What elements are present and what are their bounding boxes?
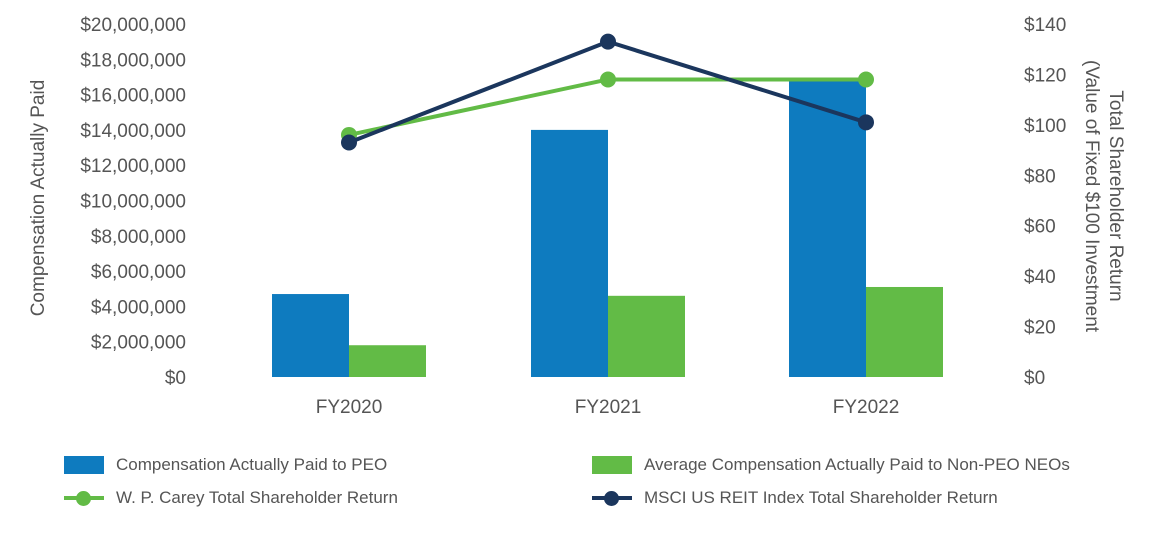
- right-axis-ticks: $0 $20 $40 $60 $80 $100 $120 $140: [1024, 15, 1066, 389]
- bar-peo: [272, 294, 349, 377]
- legend-swatch-non-peo: [592, 456, 632, 474]
- compensation-vs-tsr-chart: $0 $2,000,000 $4,000,000 $6,000,000 $8,000,0…: [28, 15, 1126, 418]
- left-tick-label: $12,000,000: [80, 156, 186, 177]
- legend-item-non-peo: Average Compensation Actually Paid to No…: [592, 453, 1070, 477]
- left-tick-label: $8,000,000: [91, 227, 186, 248]
- x-tick-label: FY2021: [575, 397, 642, 418]
- right-axis-title-line1: Total Shareholder Return: [1105, 90, 1126, 301]
- left-axis-title: Compensation Actually Paid: [28, 80, 49, 317]
- bar-non-peo: [866, 286, 943, 377]
- right-tick-label: $60: [1024, 217, 1056, 238]
- point-msci-tsr: [858, 114, 874, 131]
- left-tick-label: $4,000,000: [91, 297, 186, 318]
- left-tick-label: $10,000,000: [80, 192, 186, 213]
- line-msci-tsr: [348, 39, 867, 145]
- x-axis-ticks: FY2020 FY2021 FY2022: [316, 397, 900, 418]
- left-tick-label: $20,000,000: [80, 15, 186, 36]
- point-wpc-tsr: [600, 71, 616, 88]
- legend-item-wpc-tsr: W. P. Carey Total Shareholder Return: [64, 486, 398, 510]
- left-tick-label: $2,000,000: [91, 333, 186, 354]
- legend: Compensation Actually Paid to PEO Averag…: [0, 440, 1160, 540]
- right-tick-label: $0: [1024, 368, 1045, 389]
- bar-non-peo: [608, 295, 685, 377]
- x-tick-label: FY2020: [316, 397, 383, 418]
- right-tick-label: $140: [1024, 15, 1066, 36]
- left-tick-label: $18,000,000: [80, 50, 186, 71]
- left-tick-label: $16,000,000: [80, 86, 186, 107]
- lines-group: [341, 33, 874, 151]
- legend-swatch-msci-tsr: [592, 489, 632, 507]
- legend-label-non-peo: Average Compensation Actually Paid to No…: [644, 455, 1070, 474]
- legend-label-wpc-tsr: W. P. Carey Total Shareholder Return: [116, 488, 398, 507]
- point-wpc-tsr: [858, 71, 874, 88]
- legend-item-peo: Compensation Actually Paid to PEO: [64, 453, 387, 477]
- bar-peo: [789, 78, 866, 377]
- left-tick-label: $0: [165, 368, 186, 389]
- point-msci-tsr: [341, 134, 357, 151]
- right-tick-label: $80: [1024, 166, 1056, 187]
- right-tick-label: $100: [1024, 116, 1066, 137]
- right-tick-label: $20: [1024, 318, 1056, 339]
- left-tick-label: $6,000,000: [91, 262, 186, 283]
- right-tick-label: $40: [1024, 267, 1056, 288]
- legend-swatch-peo: [64, 456, 104, 474]
- right-tick-label: $120: [1024, 65, 1066, 86]
- bar-peo: [531, 129, 608, 377]
- point-msci-tsr: [600, 33, 616, 50]
- legend-label-msci-tsr: MSCI US REIT Index Total Shareholder Ret…: [644, 488, 998, 507]
- bars-group: [272, 78, 943, 377]
- left-axis-ticks: $0 $2,000,000 $4,000,000 $6,000,000 $8,000,0…: [80, 15, 186, 389]
- bar-non-peo: [349, 345, 426, 377]
- right-axis-title-line2: (Value of Fixed $100 Investment: [1081, 60, 1102, 333]
- legend-item-msci-tsr: MSCI US REIT Index Total Shareholder Ret…: [592, 486, 998, 510]
- left-tick-label: $14,000,000: [80, 121, 186, 142]
- legend-swatch-wpc-tsr: [64, 489, 104, 507]
- x-tick-label: FY2022: [833, 397, 900, 418]
- legend-label-peo: Compensation Actually Paid to PEO: [116, 455, 388, 474]
- line-wpc-tsr: [348, 77, 866, 137]
